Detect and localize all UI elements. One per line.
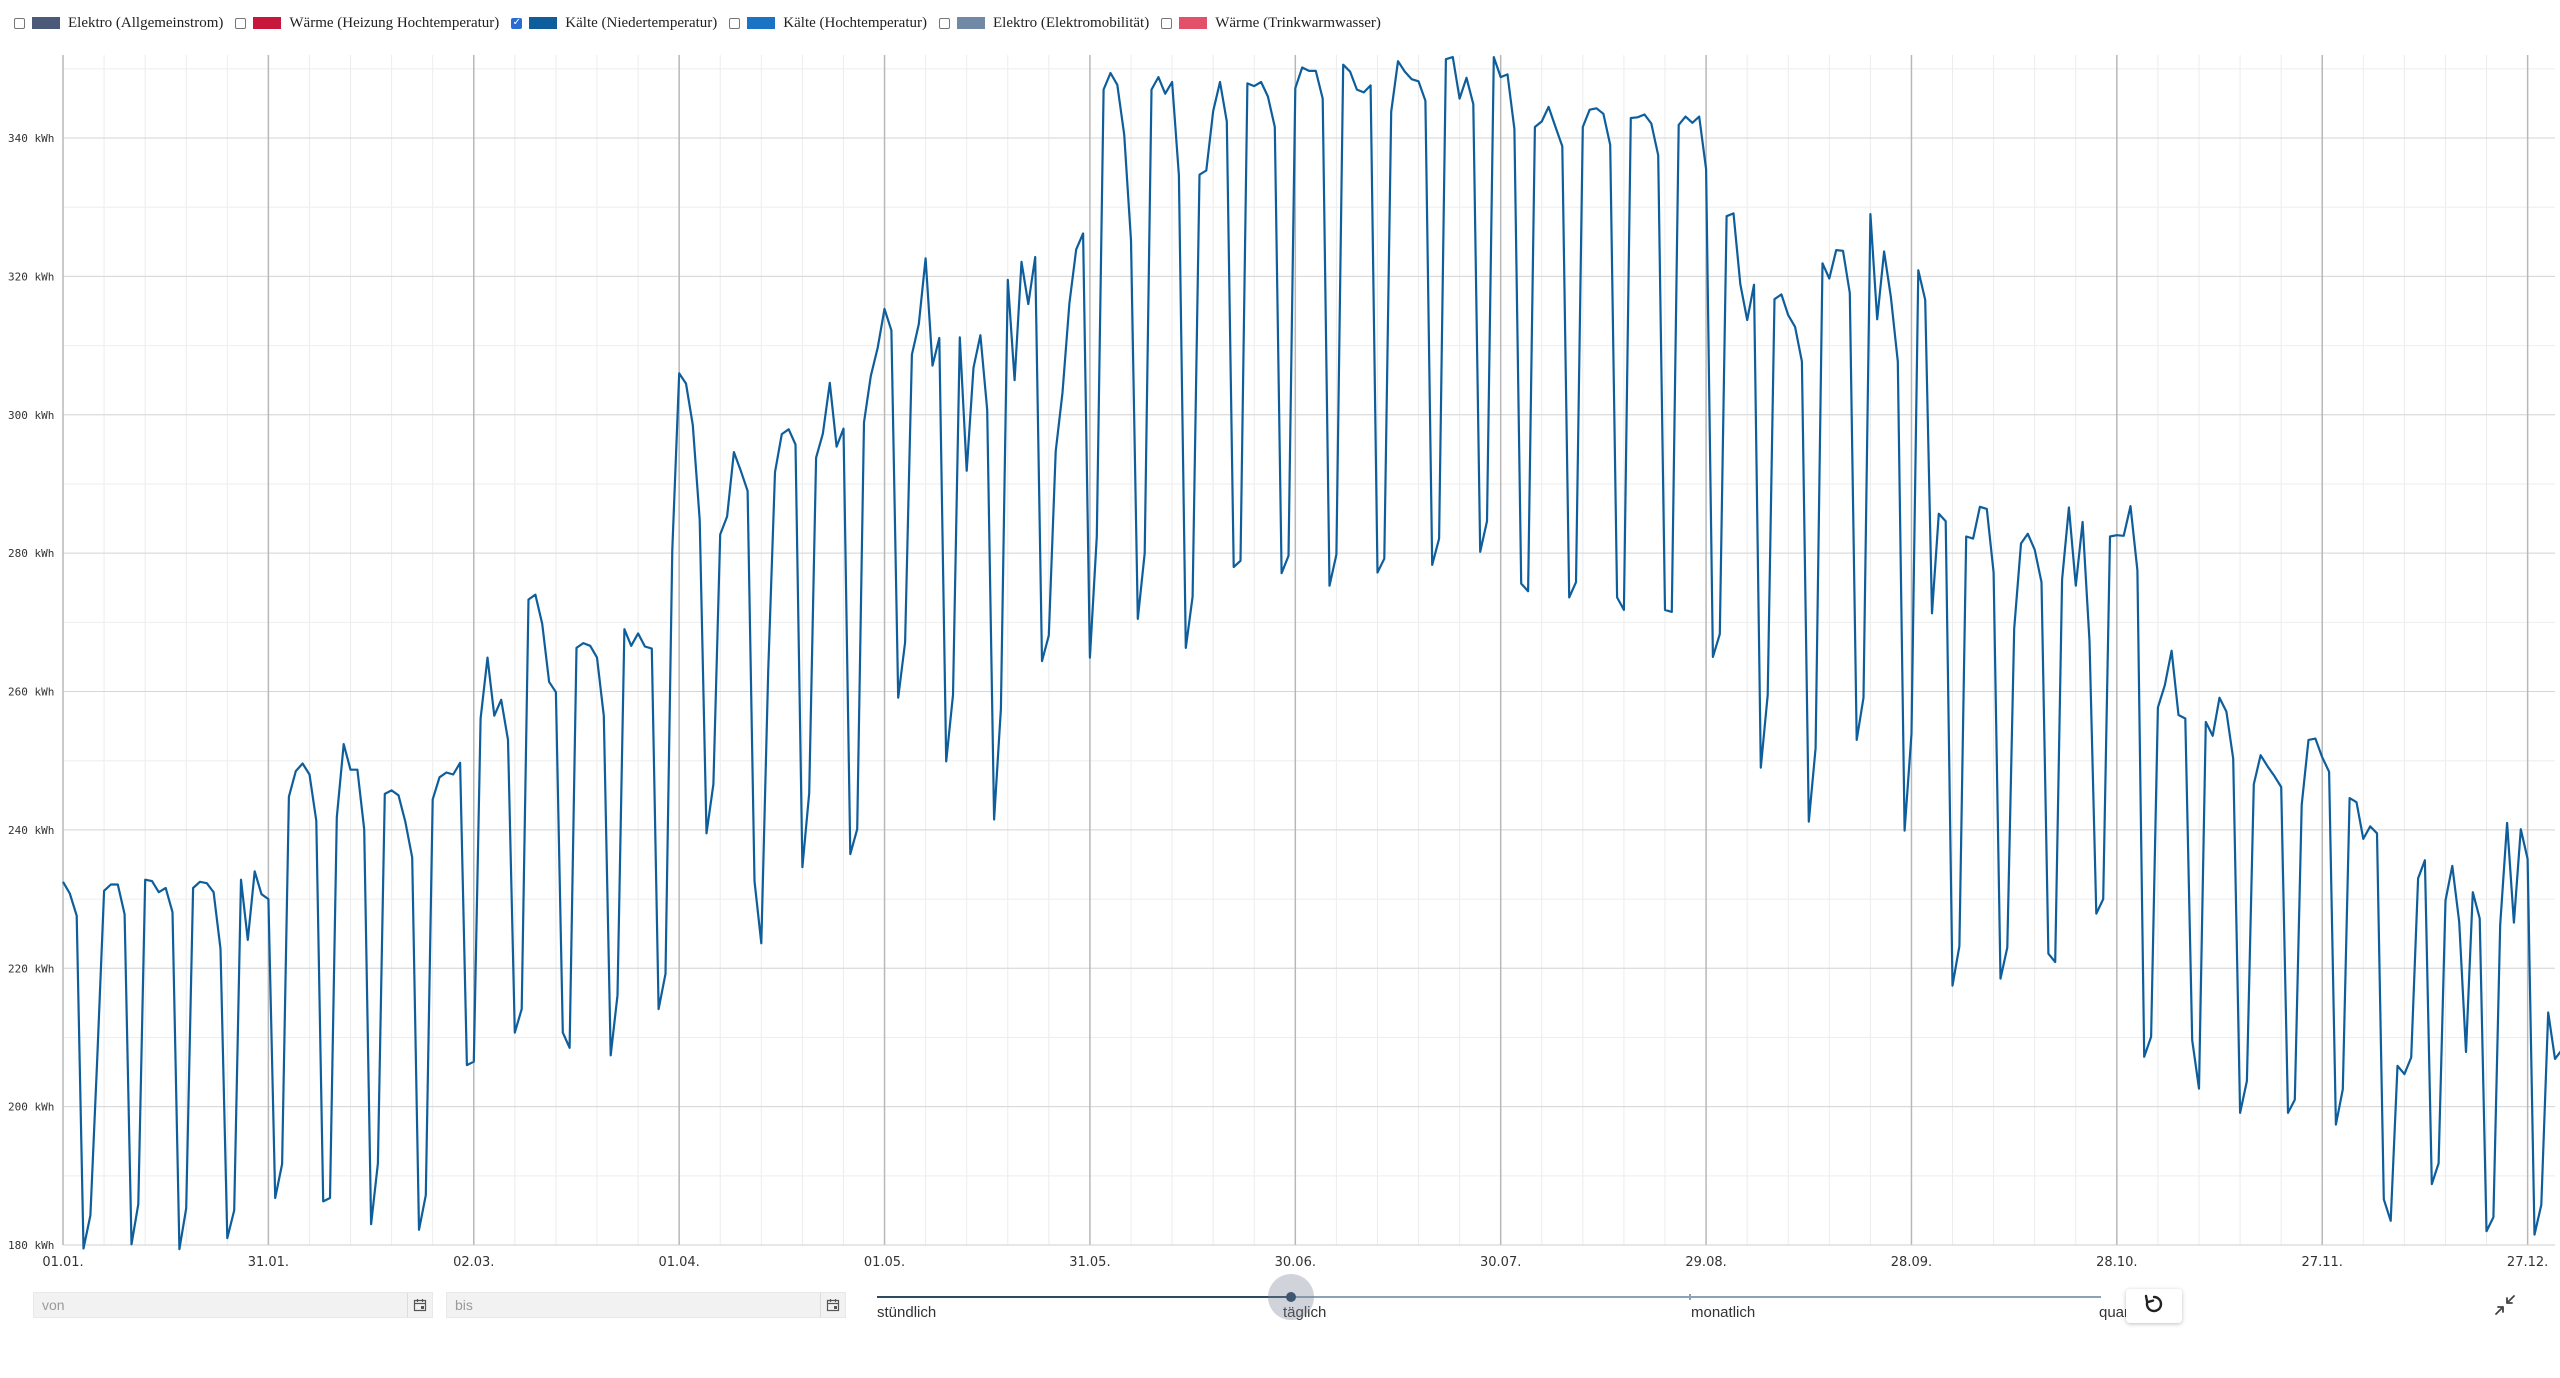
legend-item[interactable]: Kälte (Hochtemperatur) — [729, 15, 927, 32]
from-date-input[interactable] — [34, 1292, 407, 1318]
y-tick-label: 280 kWh — [8, 547, 54, 560]
x-tick-label: 01.01. — [42, 1255, 83, 1270]
x-tick-label: 29.08. — [1685, 1255, 1726, 1270]
legend-swatch — [956, 17, 985, 29]
x-tick-label: 28.10. — [2096, 1255, 2137, 1270]
legend-label: Elektro (Allgemeinstrom) — [68, 14, 224, 31]
line-chart: 180 kWh 200 kWh 220 kWh 240 kWh 260 kWh 280 k… — [8, 55, 2560, 1270]
x-tick-label: 27.12. — [2507, 1255, 2548, 1270]
y-tick-label: 240 kWh — [8, 824, 54, 837]
series-line — [62, 55, 2560, 1251]
x-tick-label: 28.09. — [1891, 1255, 1932, 1270]
legend-label: Wärme (Trinkwarmwasser) — [1215, 14, 1381, 31]
reset-icon — [2142, 1292, 2166, 1320]
legend-item[interactable]: ✓ Kälte (Niedertemperatur) — [511, 15, 717, 32]
x-tick-label: 02.03. — [453, 1255, 494, 1270]
x-tick-label: 27.11. — [2302, 1255, 2343, 1270]
legend: Elektro (Allgemeinstrom) Wärme (Heizung H… — [14, 12, 1393, 34]
y-tick-label: 340 kWh — [8, 132, 54, 145]
granularity-option-hourly[interactable]: stündlich — [877, 1304, 937, 1321]
collapse-icon — [2494, 1294, 2516, 1320]
y-tick-label: 200 kWh — [8, 1101, 54, 1114]
x-tick-label: 30.06. — [1275, 1255, 1316, 1270]
legend-label: Kälte (Niedertemperatur) — [565, 14, 718, 31]
x-tick-label: 31.05. — [1069, 1255, 1110, 1270]
slider-fill — [877, 1296, 1291, 1298]
legend-swatch — [529, 17, 558, 29]
x-tick-label: 30.07. — [1480, 1255, 1521, 1270]
legend-checkbox[interactable] — [235, 17, 247, 29]
to-date-input[interactable] — [447, 1292, 820, 1318]
reset-button[interactable] — [2126, 1289, 2182, 1323]
to-date-field — [446, 1292, 846, 1318]
legend-checkbox[interactable] — [14, 17, 25, 29]
legend-checkbox[interactable] — [729, 17, 741, 29]
granularity-option-monthly[interactable]: monatlich — [1691, 1304, 1756, 1321]
y-tick-label: 300 kWh — [8, 409, 54, 422]
slider-tick — [1689, 1294, 1691, 1300]
y-tick-label: 260 kWh — [8, 686, 54, 699]
legend-swatch — [1179, 17, 1208, 29]
slider-thumb-dot — [1286, 1292, 1296, 1302]
slider-thumb[interactable] — [1268, 1274, 1314, 1320]
y-tick-label: 180 kWh — [8, 1239, 54, 1252]
legend-swatch — [253, 17, 282, 29]
legend-item[interactable]: Elektro (Allgemeinstrom) — [14, 15, 223, 32]
legend-label: Wärme (Heizung Hochtemperatur) — [289, 14, 500, 31]
legend-item[interactable]: Elektro (Elektromobilität) — [938, 14, 1150, 32]
y-tick-label: 320 kWh — [8, 270, 54, 283]
legend-checkbox[interactable]: ✓ — [511, 17, 523, 29]
legend-label: Kälte (Hochtemperatur) — [783, 14, 927, 31]
calendar-icon[interactable] — [820, 1293, 845, 1317]
legend-label: Elektro (Elektromobilität) — [992, 14, 1150, 31]
y-tick-label: 220 kWh — [8, 962, 54, 975]
x-tick-label: 01.04. — [658, 1255, 699, 1270]
legend-checkbox[interactable] — [938, 17, 950, 29]
calendar-icon[interactable] — [407, 1293, 432, 1317]
legend-swatch — [747, 17, 776, 29]
from-date-field — [33, 1292, 433, 1318]
legend-checkbox[interactable] — [1161, 17, 1173, 29]
legend-item[interactable]: Wärme (Heizung Hochtemperatur) — [235, 15, 499, 32]
collapse-button[interactable] — [2490, 1292, 2520, 1322]
x-tick-label: 01.05. — [864, 1255, 905, 1270]
x-tick-label: 31.01. — [248, 1255, 289, 1270]
granularity-option-daily[interactable]: täglich — [1283, 1304, 1327, 1321]
slider-track[interactable] — [877, 1296, 2101, 1298]
granularity-slider[interactable]: stündlich täglich monatlich quar — [877, 1274, 2129, 1324]
legend-swatch — [32, 17, 60, 29]
legend-item[interactable]: Wärme (Trinkwarmwasser) — [1161, 15, 1381, 32]
